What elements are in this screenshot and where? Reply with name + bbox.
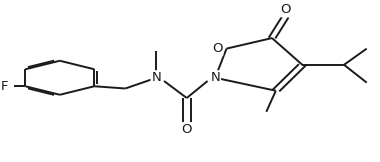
Text: N: N: [210, 71, 220, 84]
Text: O: O: [212, 42, 222, 55]
Text: O: O: [182, 123, 192, 136]
Text: N: N: [152, 71, 162, 84]
Text: F: F: [1, 80, 8, 93]
Text: O: O: [280, 3, 291, 16]
